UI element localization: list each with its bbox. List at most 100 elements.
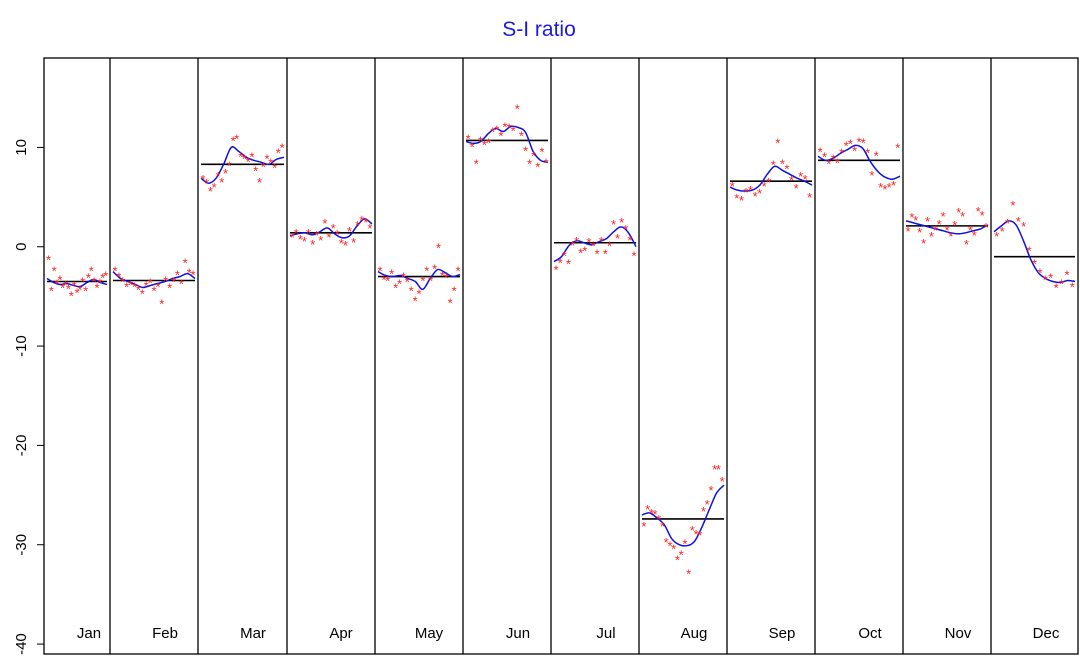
month-panel-jan: *********************Jan xyxy=(46,253,108,642)
data-point: * xyxy=(54,277,59,292)
data-point: * xyxy=(486,135,491,150)
data-point: * xyxy=(46,253,51,268)
data-point: * xyxy=(298,232,303,247)
data-point: * xyxy=(208,184,213,199)
data-point: * xyxy=(393,281,398,296)
data-point: * xyxy=(124,280,129,295)
data-point: * xyxy=(397,277,402,292)
data-point: * xyxy=(238,149,243,164)
data-point: * xyxy=(566,257,571,272)
data-point: * xyxy=(80,275,85,290)
data-point: * xyxy=(335,227,340,242)
data-point: * xyxy=(440,269,445,284)
data-point: * xyxy=(515,102,520,117)
data-point: * xyxy=(831,151,836,166)
smooth-curve xyxy=(377,268,461,291)
smooth-curve xyxy=(553,226,637,263)
data-point: * xyxy=(562,249,567,264)
month-panel-oct: * * * * ** * * ** ***** * * **Oct xyxy=(814,58,900,654)
data-point: * xyxy=(347,224,352,239)
data-point: * xyxy=(535,159,540,174)
data-point: * xyxy=(351,235,356,250)
data-point: * xyxy=(310,237,315,252)
data-point: * xyxy=(264,151,269,166)
data-point: * xyxy=(652,507,657,522)
data-point: * xyxy=(743,185,748,200)
month-label: Apr xyxy=(329,625,352,642)
data-point: * xyxy=(120,275,125,290)
data-point: * xyxy=(175,268,180,283)
data-point: * xyxy=(242,151,247,166)
data-point: * xyxy=(645,502,650,517)
data-point: * xyxy=(607,239,612,254)
data-point: * xyxy=(322,216,327,231)
data-point: * xyxy=(1032,257,1037,272)
data-point: * xyxy=(679,548,684,563)
data-point: * xyxy=(103,269,108,284)
data-point: * xyxy=(682,537,687,552)
data-point: * xyxy=(519,129,524,144)
data-point: * xyxy=(444,271,449,286)
data-point: * xyxy=(878,180,883,195)
data-point: * xyxy=(89,264,94,279)
data-point: * xyxy=(944,223,949,238)
month-label: Nov xyxy=(945,625,972,642)
data-point: * xyxy=(762,179,767,194)
data-point: * xyxy=(424,264,429,279)
data-point: * xyxy=(83,283,88,298)
data-point: * xyxy=(482,137,487,152)
data-point: * xyxy=(405,275,410,290)
data-point: * xyxy=(590,239,595,254)
data-point: * xyxy=(132,280,137,295)
data-point: * xyxy=(171,275,176,290)
data-point: * xyxy=(187,266,192,281)
data-point: * xyxy=(983,220,988,235)
data-point: * xyxy=(1027,244,1032,259)
data-point: * xyxy=(869,168,874,183)
month-label: Oct xyxy=(858,625,882,642)
data-point: * xyxy=(952,218,957,233)
data-point: * xyxy=(60,281,65,296)
data-point: * xyxy=(367,221,372,236)
data-point: * xyxy=(757,186,762,201)
data-point: * xyxy=(874,148,879,163)
data-point: * xyxy=(136,283,141,298)
data-point: * xyxy=(631,249,636,264)
data-point: * xyxy=(701,504,706,519)
month-panel-mar: **********************Mar xyxy=(197,58,285,654)
data-point: * xyxy=(97,276,102,291)
data-point: * xyxy=(933,223,938,238)
data-point: * xyxy=(190,268,195,283)
data-point: * xyxy=(63,278,68,293)
data-point: * xyxy=(887,180,892,195)
data-point: * xyxy=(734,191,739,206)
data-point: * xyxy=(1021,219,1026,234)
smooth-curve xyxy=(641,484,725,547)
data-point: * xyxy=(976,204,981,219)
data-point: * xyxy=(671,542,676,557)
data-point: * xyxy=(578,246,583,261)
data-point: * xyxy=(1064,268,1069,283)
data-point: * xyxy=(128,278,133,293)
data-point: * xyxy=(594,247,599,262)
data-point: * xyxy=(852,143,857,158)
data-point: * xyxy=(739,193,744,208)
month-panel-jun: ***** ** * ** **********Jun xyxy=(462,58,549,654)
month-panel-aug: **********************Aug xyxy=(638,58,725,654)
data-point: * xyxy=(343,238,348,253)
month-panels: *********************Jan****************… xyxy=(46,58,1076,654)
data-point: * xyxy=(57,273,62,288)
data-point: * xyxy=(140,286,145,301)
data-point: * xyxy=(784,161,789,176)
data-point: * xyxy=(543,155,548,170)
smooth-curve xyxy=(289,218,373,239)
data-point: * xyxy=(1005,216,1010,231)
data-point: * xyxy=(1000,224,1005,239)
data-point: * xyxy=(179,277,184,292)
data-point: * xyxy=(377,264,382,279)
data-point: * xyxy=(690,523,695,538)
data-point: * xyxy=(502,120,507,135)
data-point: * xyxy=(49,283,54,298)
data-point: * xyxy=(649,506,654,521)
